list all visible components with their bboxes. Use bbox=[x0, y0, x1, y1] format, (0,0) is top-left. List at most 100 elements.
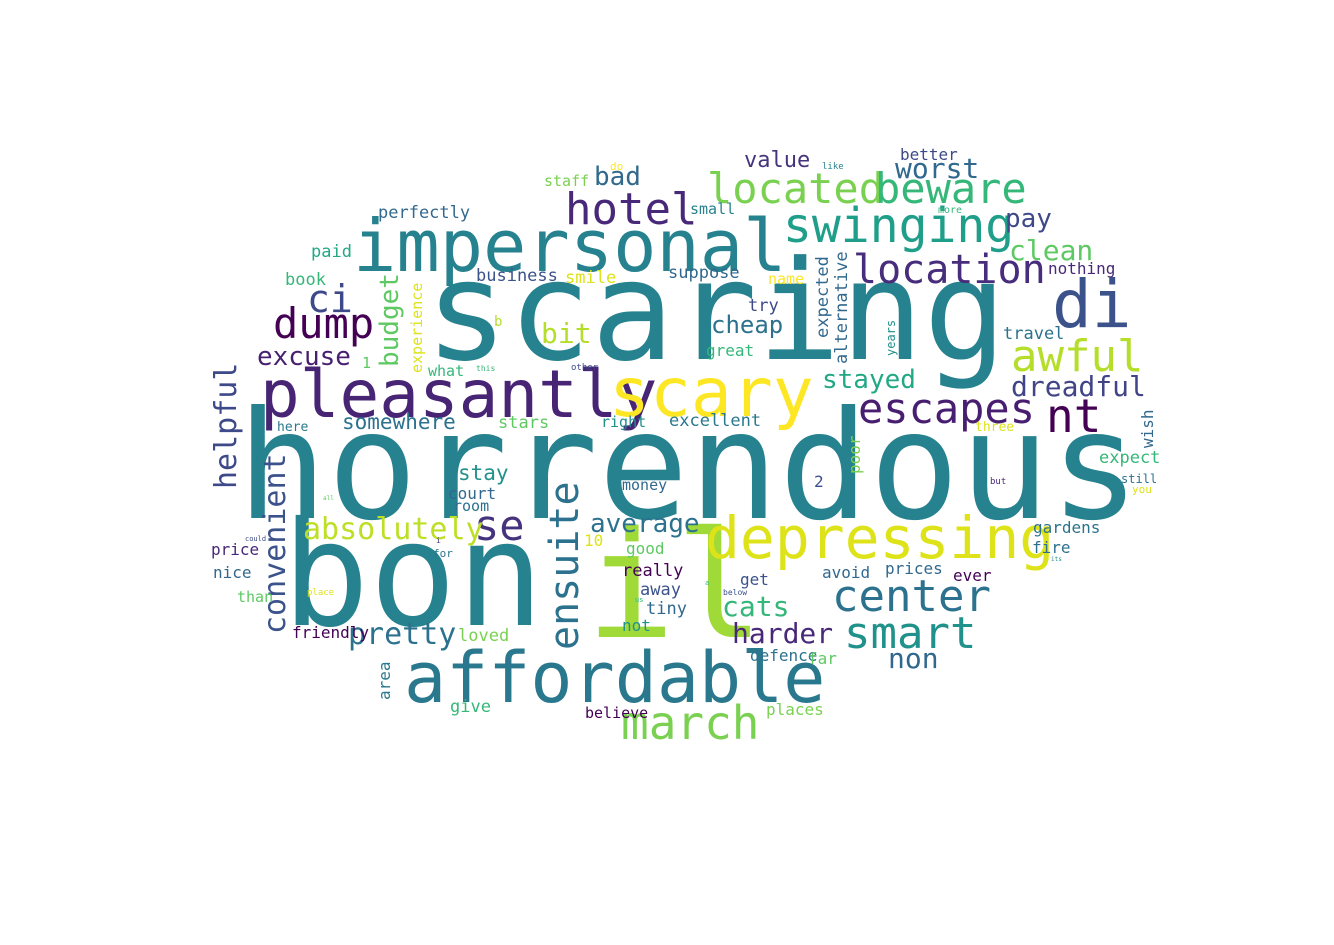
word-price: price bbox=[211, 540, 260, 559]
word-dump: dump bbox=[273, 299, 375, 348]
word-poor: poor bbox=[845, 435, 864, 474]
word-right: right bbox=[601, 413, 647, 431]
word-bit: bit bbox=[541, 317, 592, 350]
word-away: away bbox=[640, 580, 681, 600]
word-money: money bbox=[622, 476, 668, 494]
word-all-small: all bbox=[323, 495, 334, 502]
word-i: i bbox=[436, 536, 441, 545]
word-better: better bbox=[900, 145, 958, 164]
word-stayed: stayed bbox=[822, 365, 916, 395]
word-escapes: escapes bbox=[858, 384, 1036, 433]
word-swinging: swinging bbox=[783, 198, 1015, 254]
word-you: you bbox=[1132, 483, 1152, 496]
word-ensuite: ensuite bbox=[542, 481, 588, 650]
word-smile: smile bbox=[565, 268, 617, 288]
word-nt: nt bbox=[1046, 389, 1102, 443]
word-here: here bbox=[277, 420, 309, 435]
word-2: 2 bbox=[814, 472, 824, 491]
word-location: location bbox=[853, 247, 1046, 293]
word-awful: awful bbox=[1011, 331, 1144, 382]
word-court: court bbox=[448, 484, 497, 503]
word-fire: fire bbox=[1032, 538, 1071, 557]
word-excuse: excuse bbox=[257, 342, 351, 372]
word-cats: cats bbox=[722, 590, 790, 623]
word-horrendous: horrendous bbox=[237, 380, 1141, 554]
word-center: center bbox=[832, 571, 991, 622]
word-gardens: gardens bbox=[1033, 518, 1101, 537]
word-loved: area bbox=[375, 661, 394, 700]
word-clean: clean bbox=[1009, 234, 1094, 267]
word-place: friendly bbox=[292, 623, 370, 642]
word-pleasantly: pleasantly bbox=[260, 356, 658, 433]
word-il: il bbox=[586, 500, 765, 672]
word-perfectly: perfectly bbox=[378, 203, 471, 223]
word-smart: smart bbox=[844, 608, 977, 659]
word-like: like bbox=[822, 162, 844, 172]
word-staff: staff bbox=[544, 172, 590, 190]
word-avoid: avoid bbox=[822, 563, 871, 582]
word-worst: worst bbox=[895, 152, 980, 185]
word-us: us bbox=[635, 596, 644, 604]
word-really: really bbox=[622, 561, 684, 581]
word-tiny: tiny bbox=[646, 599, 687, 619]
word-below: not bbox=[622, 616, 651, 635]
word-se: se bbox=[474, 501, 525, 550]
word-expect: expect bbox=[1099, 448, 1161, 468]
word-its: its bbox=[1051, 556, 1062, 563]
word-give: believe bbox=[585, 704, 649, 722]
word-alternative: alternative bbox=[832, 251, 852, 364]
word-paid: paid bbox=[311, 242, 352, 262]
word-do: do bbox=[610, 160, 624, 173]
word-room: room bbox=[453, 497, 490, 515]
word-great: great bbox=[706, 341, 755, 360]
word-10: 10 bbox=[584, 531, 604, 550]
word-not: than bbox=[237, 588, 274, 606]
word-friendly: loved bbox=[458, 626, 510, 646]
word-affordable: affordable bbox=[404, 637, 826, 719]
word-dreadful: dreadful bbox=[1011, 370, 1146, 403]
word-b: b bbox=[494, 314, 503, 330]
word-try: try bbox=[748, 296, 779, 316]
word-could: could bbox=[245, 535, 267, 543]
word-what: what bbox=[428, 362, 465, 380]
word-still: still bbox=[1121, 472, 1158, 486]
word-located: located bbox=[707, 164, 885, 213]
word-more: more bbox=[938, 205, 963, 216]
word-nothing: nothing bbox=[1048, 259, 1116, 278]
word-bad: bad bbox=[594, 162, 641, 192]
word-years: years bbox=[884, 319, 898, 356]
word-for: for bbox=[433, 547, 453, 560]
word-but: but bbox=[990, 477, 1007, 487]
word-ever: ever bbox=[953, 566, 992, 585]
word-nice: nice bbox=[213, 563, 252, 582]
word-than: place bbox=[307, 588, 335, 598]
word-budget: budget bbox=[375, 273, 405, 367]
word-scaring: scaring bbox=[425, 231, 1007, 392]
word-this: this bbox=[476, 364, 496, 373]
word-di: di bbox=[1052, 266, 1132, 343]
word-scary: scary bbox=[609, 354, 814, 433]
word-value: value bbox=[744, 148, 811, 173]
word-non: non bbox=[888, 642, 939, 675]
word-1: 1 bbox=[362, 354, 372, 372]
word-book: book bbox=[285, 270, 326, 290]
word-experience: experience bbox=[408, 282, 426, 373]
word-far: places bbox=[766, 700, 824, 719]
word-helpful: helpful bbox=[209, 362, 244, 489]
word-defence: far bbox=[808, 649, 837, 668]
word-march: march bbox=[621, 696, 760, 750]
word-stay: stay bbox=[458, 461, 509, 485]
word-pretty: pretty bbox=[348, 617, 457, 652]
word-good: good bbox=[626, 539, 665, 558]
word-get: get bbox=[740, 570, 769, 589]
word-absolutely: absolutely bbox=[303, 512, 484, 547]
word-cheap: cheap bbox=[711, 311, 784, 339]
word-beware: beware bbox=[875, 164, 1027, 213]
word-all: below bbox=[723, 588, 748, 597]
word-depressing: depressing bbox=[705, 504, 1055, 572]
word-hotel: hotel bbox=[565, 184, 698, 235]
word-stars: stars bbox=[498, 413, 550, 433]
word-wish: wish bbox=[1138, 409, 1157, 448]
word-small: small bbox=[690, 200, 736, 218]
